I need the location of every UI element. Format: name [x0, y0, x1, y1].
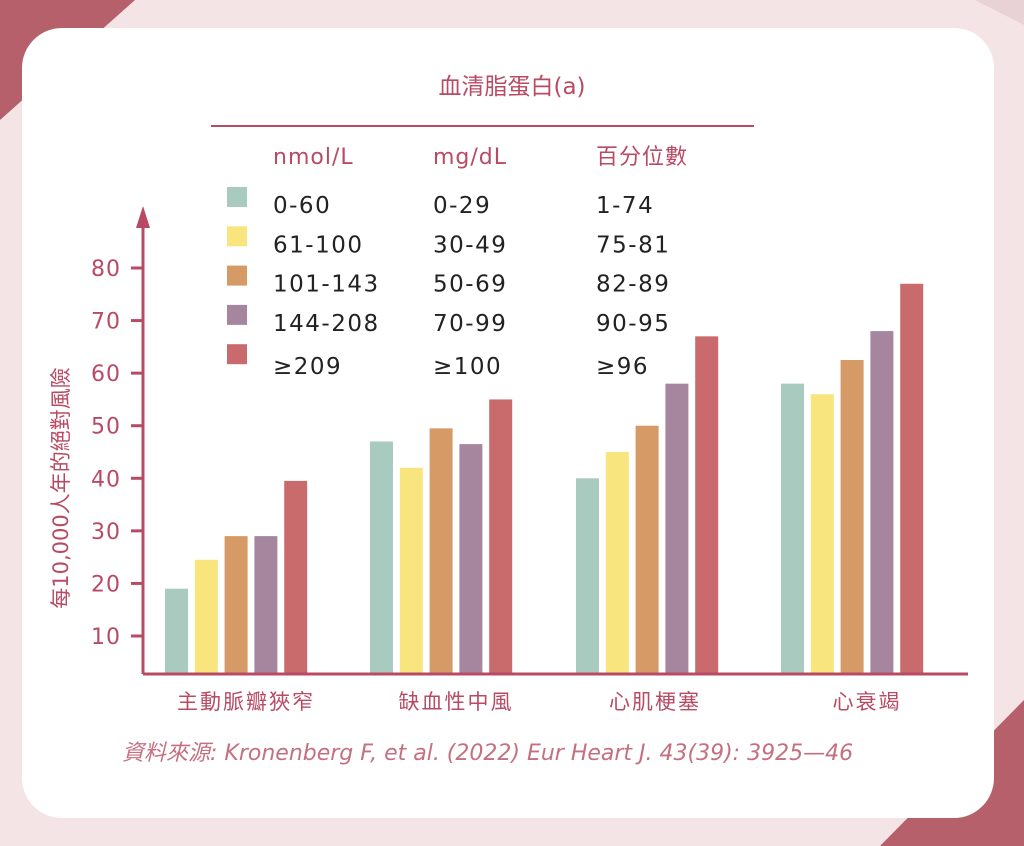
source-note: 資料來源: Kronenberg F, et al. (2022) Eur He…: [122, 741, 853, 766]
bar-2-5: [489, 399, 513, 673]
bar-3-1: [576, 478, 599, 673]
legend-header: mg/dL: [433, 145, 507, 170]
x-tick-label: 主動脈瓣狹窄: [177, 690, 315, 714]
bar-2-3: [429, 428, 453, 673]
y-tick-label: 20: [91, 572, 121, 597]
bar-2-4: [459, 444, 483, 673]
legend-swatch: [227, 187, 247, 207]
bar-1-4: [254, 536, 278, 673]
x-tick-label: 心衰竭: [833, 690, 902, 714]
legend-header: 百分位數: [596, 145, 688, 170]
legend-cell: 50-69: [433, 272, 507, 298]
legend-cell: 70-99: [433, 311, 507, 337]
bar-1-5: [284, 480, 308, 673]
chart-title: 血清脂蛋白(a): [438, 74, 585, 100]
bar-1-1: [165, 588, 188, 673]
x-tick-label: 心肌梗塞: [609, 690, 701, 714]
legend-swatch: [227, 304, 247, 325]
y-tick-label: 30: [91, 520, 121, 545]
legend-cell: 82-89: [596, 272, 670, 298]
bar-1-2: [194, 559, 218, 673]
bar-3-5: [695, 336, 719, 673]
legend-header: nmol/L: [273, 145, 354, 170]
legend-cell: ≥100: [433, 354, 502, 380]
legend-cell: 90-95: [596, 311, 670, 337]
legend-cell: 75-81: [596, 232, 670, 258]
bar-4-5: [900, 283, 924, 673]
legend-cell: ≥209: [273, 354, 342, 380]
bar-4-1: [781, 383, 804, 673]
bar-3-3: [635, 425, 659, 673]
legend-cell: 144-208: [273, 311, 380, 337]
x-tick-label: 缺血性中風: [399, 690, 514, 714]
bar-4-2: [810, 394, 834, 673]
bar-3-2: [605, 452, 629, 673]
y-tick-label: 80: [91, 257, 121, 282]
legend-cell: 1-74: [596, 193, 654, 219]
legend-cell: 30-49: [433, 232, 507, 258]
legend-cell: 61-100: [273, 232, 363, 258]
bar-3-4: [665, 383, 689, 673]
y-tick-label: 60: [91, 362, 121, 387]
y-axis-arrow-icon: [136, 206, 150, 228]
legend-cell: 0-60: [273, 193, 331, 219]
legend-swatch: [227, 265, 247, 286]
legend-cell: 0-29: [433, 193, 491, 219]
bar-2-1: [370, 441, 393, 673]
y-tick-label: 70: [91, 310, 121, 335]
y-tick-label: 40: [91, 467, 121, 492]
legend-cell: ≥96: [596, 354, 649, 380]
y-tick-label: 10: [91, 625, 121, 650]
legend-swatch: [227, 344, 247, 365]
y-tick-label: 50: [91, 415, 121, 440]
bar-4-4: [870, 331, 894, 673]
legend-swatch: [227, 226, 247, 247]
bar-1-3: [224, 536, 248, 673]
bar-2-2: [399, 467, 423, 673]
y-axis-label: 每10,000人年的絕對風險: [49, 367, 73, 608]
bar-4-3: [840, 360, 864, 673]
legend-cell: 101-143: [273, 272, 380, 298]
